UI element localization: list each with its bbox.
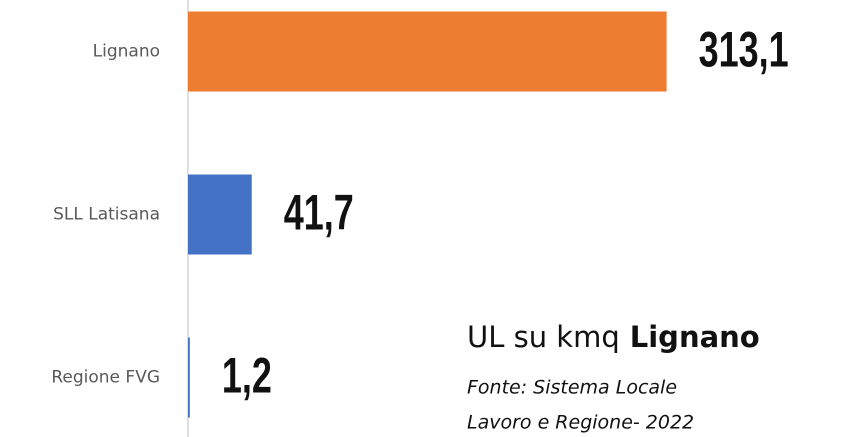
chart-title: UL su kmq Lignano	[467, 320, 760, 354]
value-label: 313,1	[699, 23, 789, 78]
category-label: Lignano	[93, 42, 160, 62]
title-emphasis: Lignano	[630, 320, 760, 354]
bar	[188, 337, 190, 418]
category-label: SLL Latisana	[53, 205, 160, 225]
source-line: Fonte: Sistema Locale	[467, 377, 677, 399]
source-line: Lavoro e Regione- 2022	[467, 412, 694, 434]
category-label: Regione FVG	[51, 368, 160, 388]
bar	[188, 174, 252, 255]
title-text: UL su kmq	[467, 320, 620, 354]
value-label: 41,7	[284, 186, 354, 241]
bar	[188, 11, 667, 92]
value-label: 1,2	[222, 349, 272, 404]
